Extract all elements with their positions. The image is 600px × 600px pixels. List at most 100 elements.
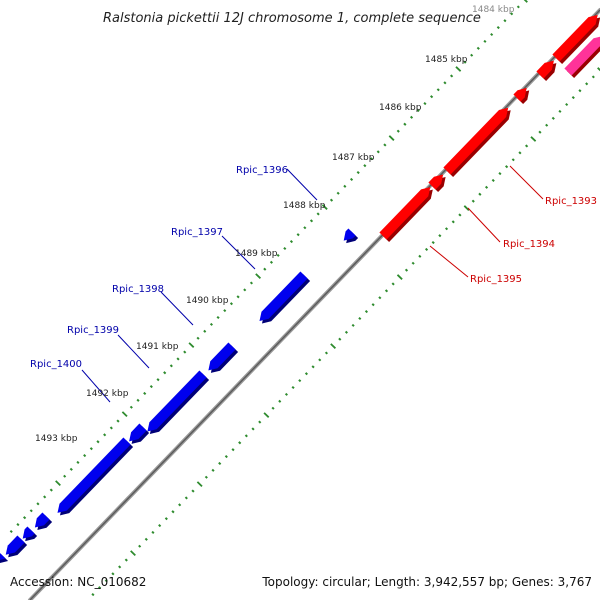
tick-mark (463, 205, 470, 211)
tick-mark (363, 164, 367, 168)
tick-mark (525, 144, 529, 148)
tick-mark (96, 440, 100, 444)
gene-rpic-1398[interactable] (208, 342, 236, 371)
tick-mark (188, 342, 195, 348)
tick-mark (444, 227, 449, 231)
tick-mark (369, 157, 374, 161)
tick-mark (538, 130, 542, 134)
gene-label-rpic-1395[interactable]: Rpic_1395 (470, 274, 522, 285)
gene-rpic-1395[interactable] (379, 187, 431, 240)
gene-blue-a[interactable] (34, 512, 50, 528)
gene-rpic-1400[interactable] (129, 423, 147, 442)
tick-mark (144, 537, 148, 541)
gene-red-top-1[interactable] (536, 60, 554, 79)
gene-blue-long[interactable] (57, 437, 131, 513)
tick-mark (551, 116, 555, 120)
tick-mark (89, 447, 93, 451)
gene-label-rpic-1393[interactable]: Rpic_1393 (545, 196, 597, 207)
gene-blue-d[interactable] (0, 552, 6, 561)
tick-mark (124, 558, 128, 562)
tick-mark (416, 108, 420, 113)
tick-mark (358, 316, 362, 321)
tick-mark (483, 39, 487, 43)
tick-mark (211, 468, 215, 472)
tick-mark (430, 95, 434, 99)
tick-mark (91, 592, 95, 597)
gene-label-rpic-1400[interactable]: Rpic_1400 (30, 359, 82, 370)
tick-mark (471, 199, 475, 203)
tick-mark (69, 467, 73, 471)
gene-label-rpic-1399[interactable]: Rpic_1399 (67, 325, 119, 336)
tick-mark (269, 260, 273, 264)
kbp-label: 1488 kbp (283, 201, 326, 211)
tick-mark (484, 185, 489, 189)
tick-mark (523, 0, 528, 3)
tick-mark (169, 364, 173, 368)
gene-label-rpic-1398[interactable]: Rpic_1398 (112, 284, 164, 295)
tick-mark (176, 357, 180, 361)
tick-mark (496, 26, 500, 30)
gene-label-rpic-1397[interactable]: Rpic_1397 (171, 227, 223, 238)
tick-mark (263, 412, 270, 418)
tick-mark (104, 579, 108, 583)
tick-mark (321, 204, 328, 210)
tick-mark (231, 448, 235, 452)
gene-blue-b[interactable] (22, 526, 35, 539)
gene-rpic-1397[interactable] (259, 271, 308, 322)
tick-mark (9, 529, 13, 534)
tick-mark (23, 516, 27, 520)
gene-red-top-2[interactable] (552, 14, 598, 62)
tick-mark (143, 391, 147, 396)
tick-mark (164, 517, 168, 521)
kbp-label: 1486 kbp (379, 103, 422, 113)
gene-red-small[interactable] (513, 87, 527, 102)
tick-mark (388, 135, 395, 141)
tick-mark (158, 523, 162, 528)
gene-label-rpic-1394[interactable]: Rpic_1394 (503, 239, 555, 250)
gene-features (0, 14, 600, 564)
tick-mark (63, 474, 67, 478)
tick-mark (364, 309, 369, 314)
tick-mark (284, 392, 288, 396)
tick-mark (324, 351, 328, 355)
tick-mark (498, 171, 502, 176)
tick-mark (218, 461, 222, 466)
tick-mark (163, 371, 167, 375)
tick-mark (118, 565, 122, 569)
tick-mark (329, 198, 334, 202)
gene-rpic-1393[interactable] (443, 107, 509, 175)
kbp-label: 1485 kbp (425, 55, 468, 65)
tick-mark (309, 219, 314, 223)
tick-mark (43, 495, 47, 499)
gene-label-rpic-1396[interactable]: Rpic_1396 (236, 165, 288, 176)
tick-mark (518, 151, 522, 155)
tick-mark (76, 460, 80, 465)
tick-mark (336, 191, 340, 195)
tick-mark (196, 481, 203, 488)
gene-rpic-1399[interactable] (147, 370, 207, 432)
callout-lines (81, 165, 544, 403)
tick-mark (98, 586, 102, 590)
gene-rpic-1394[interactable] (428, 174, 444, 190)
tick-mark (196, 336, 200, 340)
tick-mark (191, 489, 195, 493)
gene-blue-c[interactable] (5, 535, 25, 555)
gene-pink[interactable] (564, 36, 600, 76)
tick-mark (351, 323, 355, 327)
tick-mark (298, 379, 302, 383)
tick-mark (597, 67, 600, 72)
tick-mark (304, 372, 308, 376)
tick-mark (503, 19, 507, 23)
kbp-label: 1489 kbp (235, 249, 278, 259)
tick-mark (224, 454, 228, 459)
tick-mark (136, 398, 140, 402)
tick-mark (289, 239, 294, 244)
tick-mark (349, 177, 354, 182)
tick-mark (343, 184, 347, 188)
tick-mark (203, 329, 207, 333)
tick-mark (376, 150, 380, 154)
tick-mark (204, 475, 208, 479)
gene-rpic-1396[interactable] (343, 228, 356, 241)
tick-mark (129, 405, 133, 409)
tick-mark (223, 309, 227, 313)
